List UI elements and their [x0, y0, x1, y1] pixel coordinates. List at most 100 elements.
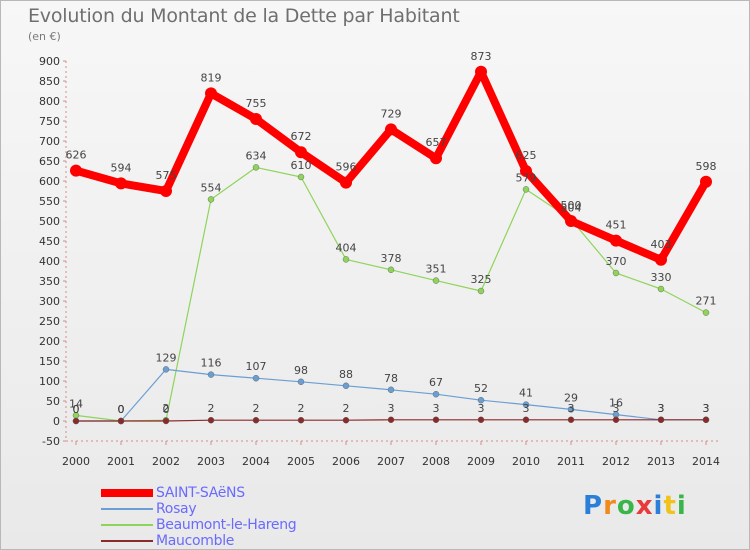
data-label-saint-saens: 819: [201, 71, 222, 84]
data-point-beaumont-le-hareng: [387, 266, 395, 273]
data-point-saint-saens: [70, 164, 82, 177]
data-label-rosay: 0: [73, 403, 80, 416]
proxiti-logo: Proxiti: [583, 491, 687, 521]
data-point-beaumont-le-hareng: [612, 269, 620, 277]
data-point-beaumont-le-hareng: [522, 186, 530, 193]
x-tick-label: 2000: [62, 455, 90, 468]
data-label-maucomble: 0: [163, 403, 170, 416]
data-label-beaumont-le-hareng: 554: [201, 181, 222, 194]
x-tick-label: 2002: [152, 455, 180, 468]
data-point-saint-saens: [385, 123, 397, 136]
data-point-maucomble: [117, 417, 125, 425]
y-tick-label: 900: [39, 55, 60, 68]
data-point-maucomble: [342, 417, 350, 424]
data-point-rosay: [522, 401, 530, 408]
data-label-maucomble: 2: [208, 402, 215, 415]
data-label-maucomble: 0: [118, 403, 125, 416]
data-point-beaumont-le-hareng: [297, 173, 305, 181]
data-point-beaumont-le-hareng: [207, 196, 215, 203]
y-tick-label: 550: [39, 195, 60, 208]
data-label-rosay: 3: [658, 402, 665, 415]
x-tick-label: 2009: [467, 455, 495, 468]
legend-swatch-beaumont-le-hareng: [101, 524, 153, 526]
data-label-maucomble: 3: [703, 402, 710, 415]
data-point-saint-saens: [295, 146, 307, 159]
chart-title: Evolution du Montant de la Dette par Hab…: [28, 5, 460, 27]
data-label-beaumont-le-hareng: 378: [381, 252, 402, 265]
data-label-beaumont-le-hareng: 579: [516, 171, 537, 184]
logo-letter: i: [676, 491, 687, 521]
y-tick-label: 600: [39, 175, 60, 188]
data-label-saint-saens: 596: [336, 161, 357, 174]
data-label-maucomble: 2: [298, 402, 305, 415]
logo-letter: o: [616, 491, 636, 521]
data-label-maucomble: 2: [253, 402, 260, 415]
data-label-saint-saens: 575: [156, 169, 177, 182]
y-tick-label: 350: [39, 275, 60, 288]
x-tick-label: 2001: [107, 455, 135, 468]
x-tick-label: 2013: [647, 455, 675, 468]
y-tick-label: 300: [39, 295, 60, 308]
y-tick-label: 450: [39, 235, 60, 248]
data-label-rosay: 67: [429, 376, 443, 389]
data-label-maucomble: 2: [343, 402, 350, 415]
data-point-saint-saens: [700, 175, 712, 188]
y-tick-label: 500: [39, 215, 60, 228]
logo-letter: x: [635, 491, 654, 521]
data-point-saint-saens: [250, 113, 262, 125]
data-label-saint-saens: 451: [606, 219, 627, 232]
data-label-beaumont-le-hareng: 634: [246, 149, 267, 162]
x-tick-label: 2010: [512, 455, 540, 468]
data-label-maucomble: 3: [568, 402, 575, 415]
legend-label-beaumont-le-hareng: Beaumont-le-Hareng: [156, 517, 297, 533]
data-point-beaumont-le-hareng: [657, 285, 665, 293]
chart-unit: (en €): [28, 30, 61, 43]
data-label-beaumont-le-hareng: 14: [69, 397, 83, 410]
data-point-maucomble: [477, 416, 485, 423]
series-layer: [70, 65, 712, 425]
data-point-rosay: [162, 366, 170, 373]
data-label-saint-saens: 755: [246, 97, 267, 110]
data-point-maucomble: [72, 417, 80, 425]
data-label-rosay: 0: [118, 403, 125, 416]
data-point-saint-saens: [565, 215, 577, 227]
data-label-saint-saens: 657: [426, 136, 447, 149]
x-tick-label: 2014: [692, 455, 720, 468]
data-point-maucomble: [207, 417, 215, 424]
data-point-saint-saens: [205, 87, 217, 100]
data-label-beaumont-le-hareng: 330: [651, 271, 672, 284]
data-label-beaumont-le-hareng: 351: [426, 263, 447, 276]
legend-label-saint-saens: SAINT-SAëNS: [156, 485, 245, 501]
data-label-beaumont-le-hareng: 404: [336, 241, 357, 254]
data-point-rosay: [432, 391, 440, 398]
data-point-maucomble: [567, 416, 575, 423]
y-tick-label: 800: [39, 95, 60, 108]
data-point-beaumont-le-hareng: [252, 164, 260, 171]
data-point-maucomble: [612, 416, 620, 423]
data-point-saint-saens: [655, 253, 667, 266]
data-label-rosay: 52: [474, 382, 488, 395]
x-tick-label: 2004: [242, 455, 270, 468]
data-point-rosay: [252, 375, 260, 382]
data-label-rosay: 3: [703, 402, 710, 415]
y-tick-label: -50: [42, 435, 60, 448]
data-label-beaumont-le-hareng: 504: [561, 201, 582, 214]
logo-letter: i: [653, 491, 664, 521]
y-tick-label: 150: [39, 355, 60, 368]
data-point-rosay: [297, 378, 305, 385]
data-label-rosay: 29: [564, 391, 578, 404]
data-label-beaumont-le-hareng: 271: [696, 295, 717, 308]
data-point-saint-saens: [610, 234, 622, 247]
data-label-saint-saens: 403: [651, 238, 672, 251]
data-label-beaumont-le-hareng: 325: [471, 273, 492, 286]
x-tick-label: 2006: [332, 455, 360, 468]
data-point-maucomble: [387, 416, 395, 423]
logo-letter: P: [583, 491, 604, 521]
y-tick-label: 400: [39, 255, 60, 268]
legend-swatch-rosay: [101, 508, 153, 510]
chart-axes: -500501001502002503003504004505005506006…: [39, 55, 721, 468]
data-label-rosay: 78: [384, 372, 398, 385]
data-point-rosay: [342, 382, 350, 389]
